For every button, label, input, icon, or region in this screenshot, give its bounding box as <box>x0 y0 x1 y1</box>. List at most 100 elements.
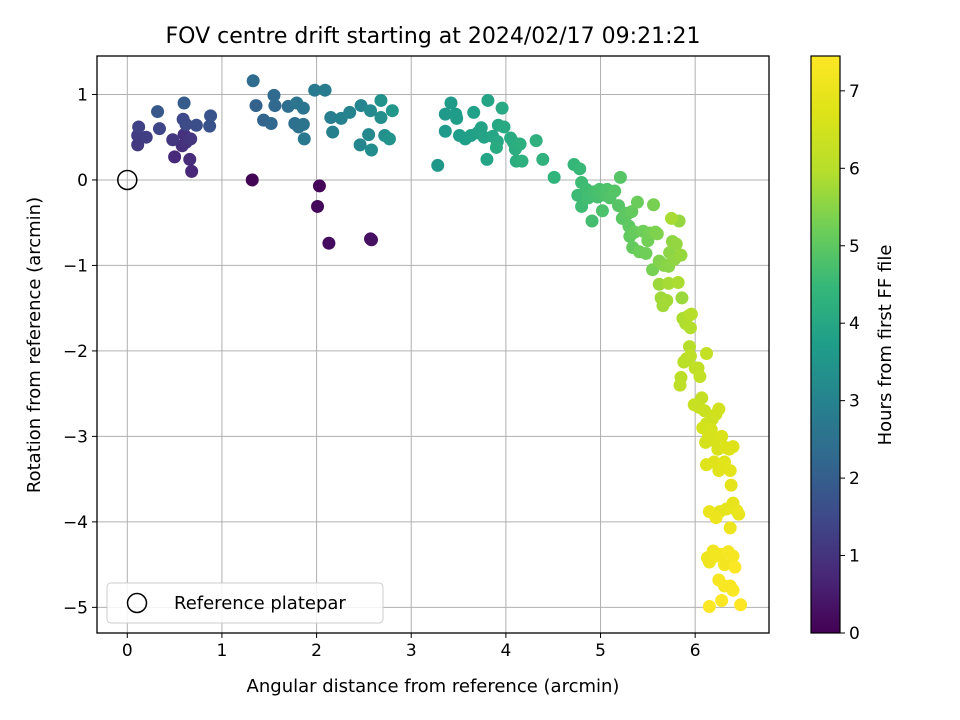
data-point <box>185 164 199 178</box>
data-point <box>698 404 712 418</box>
y-tick-label: −3 <box>63 427 88 447</box>
data-point <box>139 130 153 144</box>
data-point <box>585 214 599 228</box>
data-point <box>675 291 689 305</box>
colorbar-ticks: 0 1 2 3 4 5 6 7 <box>840 82 860 644</box>
data-point <box>264 117 278 131</box>
data-point <box>665 211 679 225</box>
x-tick-label: 0 <box>122 641 133 661</box>
data-point <box>547 170 561 184</box>
data-point <box>650 227 664 241</box>
data-point <box>687 398 701 412</box>
data-point <box>625 205 639 219</box>
y-tick-label: −5 <box>63 598 88 618</box>
data-point <box>724 478 738 492</box>
colorbar: 0 1 2 3 4 5 6 7 Hours from first FF file <box>810 55 896 644</box>
y-tick-label: −4 <box>63 513 88 533</box>
data-point <box>343 105 357 119</box>
data-point <box>438 107 452 121</box>
data-point <box>715 594 729 608</box>
data-point <box>712 402 726 416</box>
data-point <box>382 132 396 146</box>
data-point <box>364 143 378 157</box>
data-point <box>715 429 729 443</box>
data-point <box>495 101 509 115</box>
x-tick-label: 4 <box>500 641 511 661</box>
data-point <box>480 152 494 166</box>
data-point <box>674 248 688 262</box>
data-point <box>326 125 340 139</box>
data-point <box>673 378 687 392</box>
data-point <box>438 124 452 138</box>
data-point <box>444 96 458 110</box>
x-axis-label: Angular distance from reference (arcmin) <box>247 676 620 697</box>
data-point <box>671 276 685 290</box>
data-point <box>682 340 696 354</box>
data-point <box>726 549 740 563</box>
data-point <box>608 184 622 198</box>
data-point <box>595 204 609 218</box>
data-point <box>267 88 281 102</box>
data-point <box>497 120 511 134</box>
data-point <box>179 117 193 131</box>
data-point <box>647 198 661 212</box>
data-point <box>704 423 718 437</box>
data-point <box>467 105 481 119</box>
data-point <box>684 307 698 321</box>
data-point <box>131 138 145 152</box>
data-point <box>723 521 737 535</box>
data-point <box>246 74 260 88</box>
data-point <box>702 600 716 614</box>
data-point <box>151 105 165 119</box>
data-point <box>322 236 336 250</box>
data-point <box>709 511 723 525</box>
data-point <box>132 120 146 134</box>
plot-frame <box>96 55 770 634</box>
y-tick-label: −2 <box>63 342 88 362</box>
data-point <box>700 346 714 360</box>
data-point <box>732 507 746 521</box>
data-point <box>683 321 697 335</box>
colorbar-label: Hours from first FF file <box>875 245 896 446</box>
data-point <box>308 83 322 97</box>
data-point <box>204 109 218 123</box>
data-point <box>662 276 676 290</box>
x-tick-label: 1 <box>217 641 228 661</box>
data-point <box>726 440 740 454</box>
data-point <box>311 199 325 213</box>
data-point <box>481 93 495 107</box>
legend-box <box>106 582 384 624</box>
data-point <box>669 237 683 251</box>
colorbar-tick-label: 1 <box>849 547 860 567</box>
data-point <box>177 96 191 110</box>
data-point <box>489 140 503 154</box>
data-point <box>630 195 644 209</box>
y-axis-ticks: 1 0 −1 −2 −3 −4 −5 <box>63 85 97 618</box>
data-point <box>718 558 732 572</box>
x-tick-label: 5 <box>595 641 606 661</box>
data-point <box>536 152 550 166</box>
data-point <box>374 111 388 125</box>
data-point <box>203 119 217 133</box>
data-point <box>268 99 282 113</box>
data-point <box>296 101 310 115</box>
reference-point-marker <box>117 169 138 191</box>
data-point <box>318 83 332 97</box>
data-point <box>324 111 338 125</box>
data-point <box>168 150 182 164</box>
data-point <box>728 560 742 574</box>
data-point <box>152 122 166 136</box>
data-point <box>296 117 310 131</box>
data-point <box>513 137 527 151</box>
data-point <box>297 132 311 146</box>
data-point <box>613 170 627 184</box>
chart-title: FOV centre drift starting at 2024/02/17 … <box>166 24 701 49</box>
y-tick-label: −1 <box>63 256 88 276</box>
data-point <box>184 132 198 146</box>
colorbar-tick-label: 4 <box>849 314 860 334</box>
colorbar-tick-label: 6 <box>849 159 860 179</box>
colorbar-tick-label: 0 <box>849 624 860 644</box>
data-point <box>734 598 748 612</box>
data-point <box>189 118 203 132</box>
